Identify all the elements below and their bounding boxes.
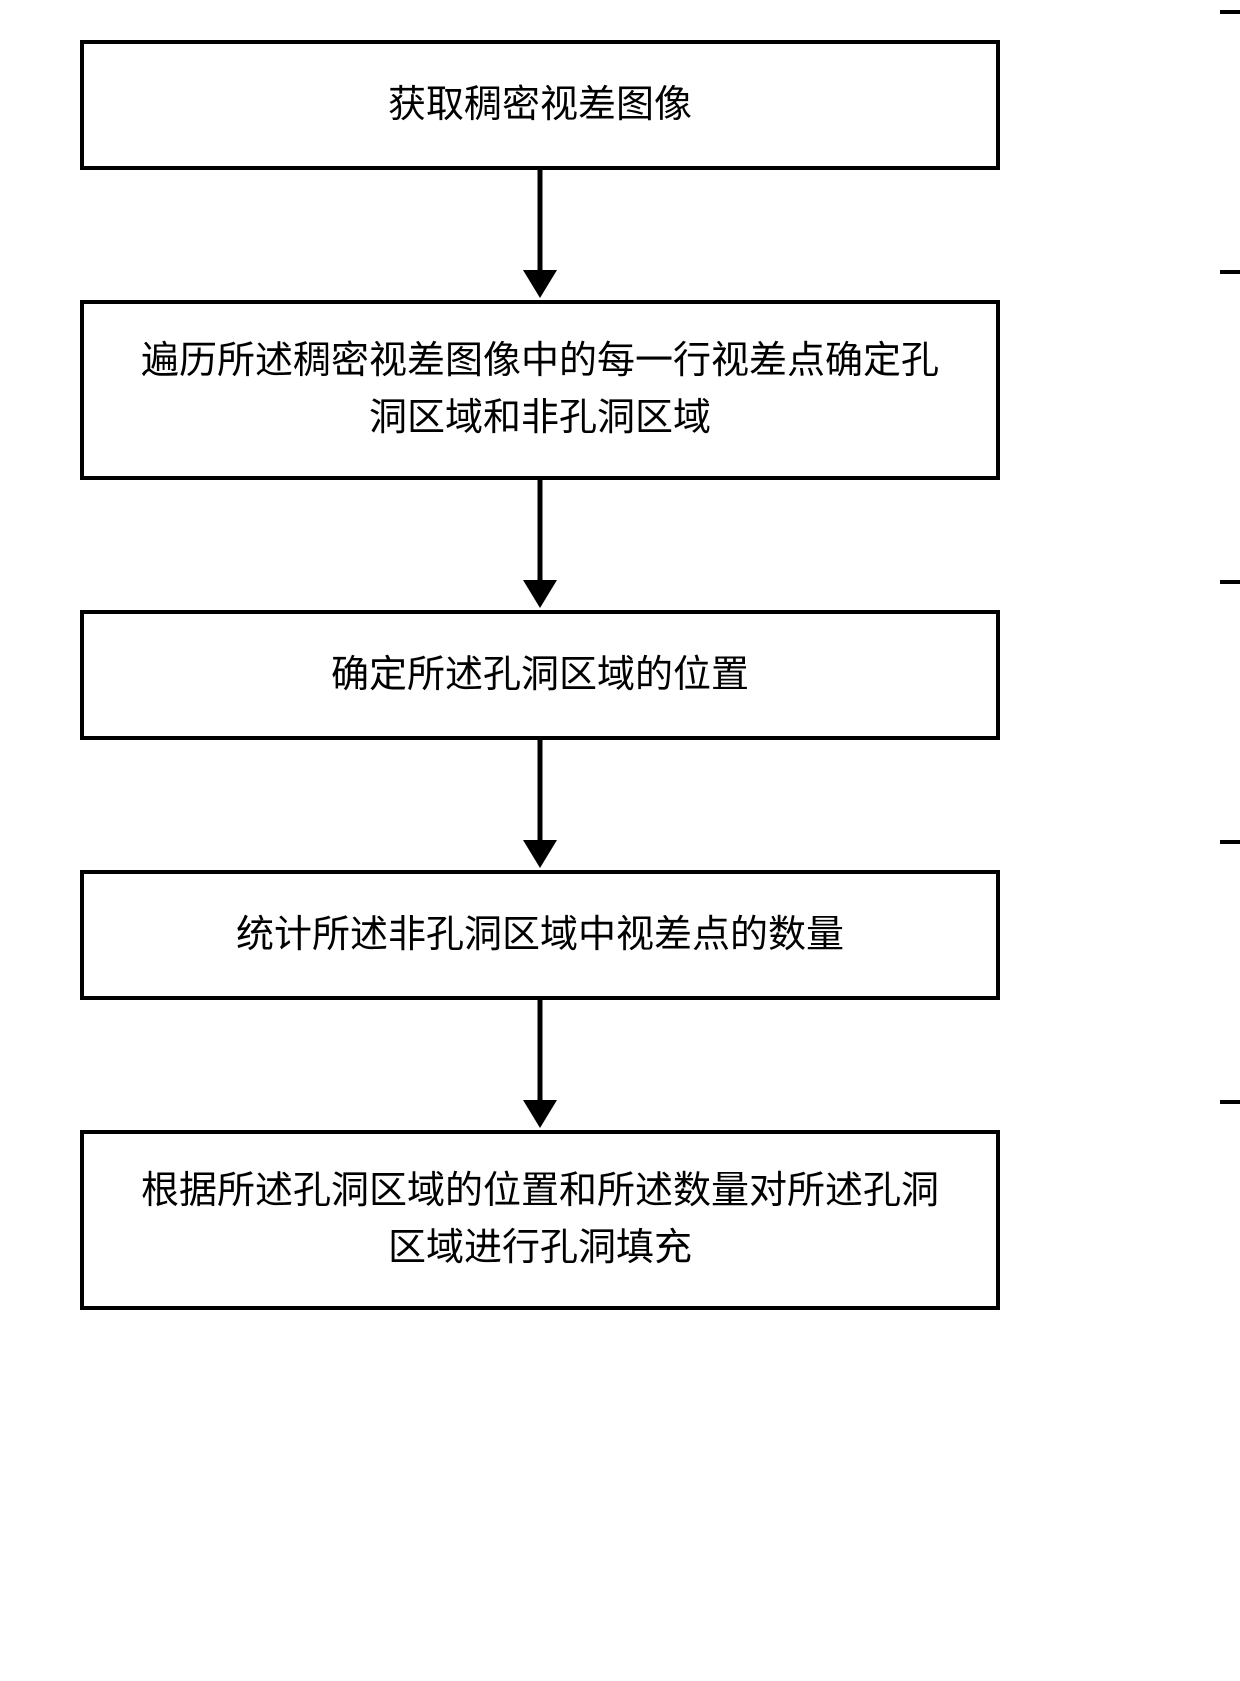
- leader-line: [1220, 1100, 1240, 1160]
- step-text: 获取稠密视差图像: [388, 77, 692, 134]
- arrow-down-icon: [520, 740, 560, 870]
- flowchart-step: 102 遍历所述稠密视差图像中的每一行视差点确定孔洞区域和非孔洞区域: [80, 300, 1220, 480]
- step-box: 根据所述孔洞区域的位置和所述数量对所述孔洞区域进行孔洞填充: [80, 1130, 1000, 1310]
- arrow: [80, 740, 1000, 870]
- step-text: 遍历所述稠密视差图像中的每一行视差点确定孔洞区域和非孔洞区域: [124, 333, 956, 447]
- step-text: 统计所述非孔洞区域中视差点的数量: [236, 907, 844, 964]
- leader-line: [1220, 580, 1240, 640]
- leader-line: [1220, 270, 1240, 330]
- step-box: 遍历所述稠密视差图像中的每一行视差点确定孔洞区域和非孔洞区域: [80, 300, 1000, 480]
- step-box: 确定所述孔洞区域的位置: [80, 610, 1000, 740]
- flowchart-step: 101 获取稠密视差图像: [80, 40, 1220, 170]
- leader-line: [1220, 840, 1240, 900]
- flowchart-step: 103 确定所述孔洞区域的位置: [80, 610, 1220, 740]
- step-box: 统计所述非孔洞区域中视差点的数量: [80, 870, 1000, 1000]
- step-text: 确定所述孔洞区域的位置: [331, 647, 749, 704]
- flowchart-container: 101 获取稠密视差图像 102 遍历所述稠密视差图像中的每一行视差点确定孔洞区…: [20, 40, 1220, 1310]
- arrow-down-icon: [520, 480, 560, 610]
- step-box: 获取稠密视差图像: [80, 40, 1000, 170]
- step-text: 根据所述孔洞区域的位置和所述数量对所述孔洞区域进行孔洞填充: [124, 1163, 956, 1277]
- arrow: [80, 170, 1000, 300]
- arrow: [80, 480, 1000, 610]
- leader-line: [1220, 10, 1240, 70]
- arrow-down-icon: [520, 170, 560, 300]
- flowchart-step: 105 根据所述孔洞区域的位置和所述数量对所述孔洞区域进行孔洞填充: [80, 1130, 1220, 1310]
- flowchart-step: 104 统计所述非孔洞区域中视差点的数量: [80, 870, 1220, 1000]
- arrow: [80, 1000, 1000, 1130]
- arrow-down-icon: [520, 1000, 560, 1130]
